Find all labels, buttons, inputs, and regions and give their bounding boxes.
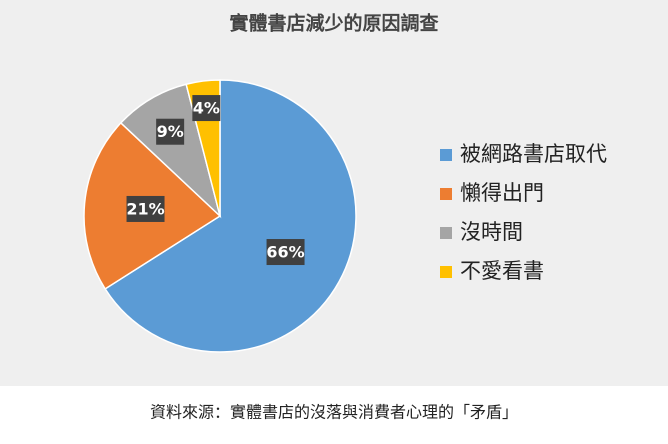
- data-label: 4%: [193, 99, 220, 118]
- legend-swatch: [440, 149, 452, 161]
- legend-label: 被網路書店取代: [460, 142, 607, 166]
- source-note: 資料來源：實體書店的沒落與消費者心理的「矛盾」: [150, 403, 518, 422]
- legend-swatch: [440, 227, 452, 239]
- data-label-box: [126, 195, 165, 222]
- data-label-box: [156, 118, 185, 145]
- data-label: 21%: [126, 199, 164, 218]
- data-label-box: [266, 239, 305, 266]
- legend-label: 不愛看書: [460, 259, 544, 283]
- legend-label: 懶得出門: [460, 181, 544, 205]
- data-label: 66%: [266, 243, 304, 262]
- data-label: 9%: [157, 122, 184, 141]
- data-label-box: [192, 95, 221, 122]
- legend-label: 沒時間: [460, 220, 523, 244]
- legend-swatch: [440, 266, 452, 278]
- chart-title: 實體書店減少的原因調查: [229, 12, 439, 35]
- pie-slice: [104, 79, 357, 353]
- legend-swatch: [440, 188, 452, 200]
